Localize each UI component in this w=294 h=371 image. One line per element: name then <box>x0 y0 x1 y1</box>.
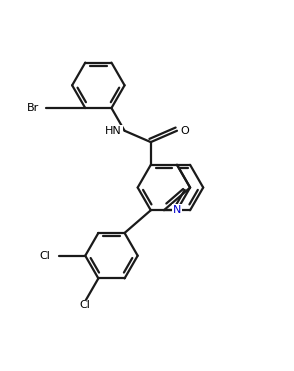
Text: Br: Br <box>26 103 39 113</box>
Text: Cl: Cl <box>39 251 50 261</box>
Text: Cl: Cl <box>80 301 91 311</box>
Text: O: O <box>180 126 189 136</box>
Text: N: N <box>173 205 181 215</box>
Text: N: N <box>173 205 181 215</box>
Text: HN: HN <box>105 126 122 136</box>
